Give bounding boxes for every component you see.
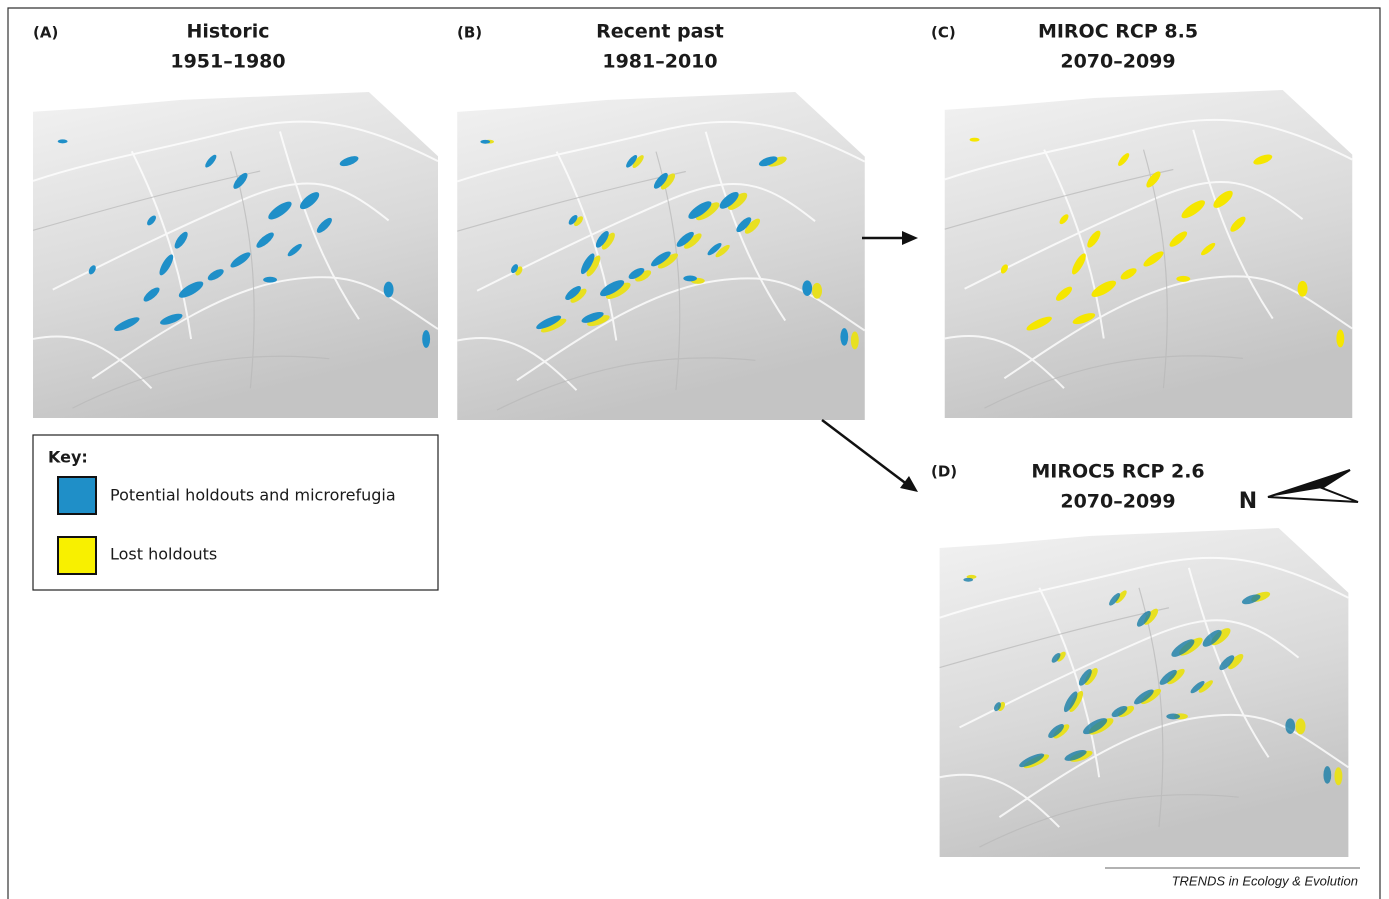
key-item: Potential holdouts and microrefugia — [110, 486, 396, 505]
panel-period: 2070–2099 — [1060, 491, 1175, 513]
panel-label: (A) — [33, 24, 58, 42]
panel-d: (D) MIROC5 RCP 2.6 2070–2099 — [931, 461, 1348, 858]
panel-c: (C) MIROC RCP 8.5 2070–2099 — [931, 21, 1352, 419]
footer: TRENDS in Ecology & Evolution — [1172, 873, 1358, 888]
key: Key: Potential holdouts and microrefugia… — [33, 435, 438, 590]
panel-period: 2070–2099 — [1060, 51, 1175, 73]
panel-label: (C) — [931, 24, 956, 42]
panel-b: (B) Recent past 1981–2010 — [457, 21, 865, 421]
panel-a: (A) Historic 1951–1980 — [33, 21, 438, 418]
panel-title: MIROC5 RCP 2.6 — [1031, 461, 1204, 483]
key-item: Lost holdouts — [110, 545, 217, 564]
figure: (A) Historic 1951–1980 (B) Recent past 1… — [0, 0, 1389, 899]
terrain-map — [945, 90, 1353, 418]
panel-label: (D) — [931, 463, 957, 481]
key-title: Key: — [48, 448, 88, 467]
panel-label: (B) — [457, 24, 482, 42]
compass-label: N — [1239, 489, 1257, 514]
panel-title: MIROC RCP 8.5 — [1038, 21, 1198, 43]
panel-title: Historic — [186, 21, 269, 43]
terrain-map — [33, 92, 438, 418]
compass: N — [1239, 470, 1358, 514]
panel-period: 1951–1980 — [170, 51, 285, 73]
panel-title: Recent past — [596, 21, 724, 43]
panel-period: 1981–2010 — [602, 51, 717, 73]
